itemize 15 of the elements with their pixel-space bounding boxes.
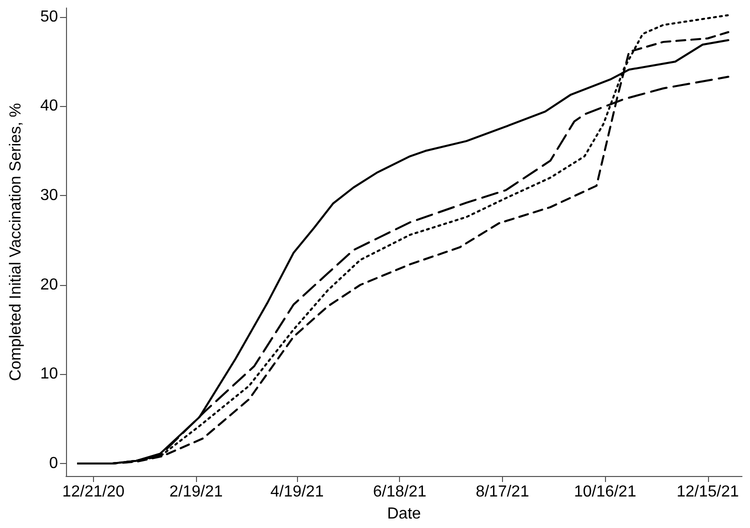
y-tick-label: 30 [40,187,58,204]
x-axis-title: Date [387,506,421,522]
y-tick-label: 40 [40,98,58,115]
y-tick-label: 0 [49,454,58,472]
x-tick-label: 2/19/21 [169,484,223,500]
y-tick-label: 50 [40,8,58,26]
x-tick-label: 12/21/20 [62,484,125,500]
x-tick-label: 4/19/21 [270,484,324,500]
y-tick-label: 10 [40,366,58,383]
x-tick-label: 12/15/21 [676,484,740,500]
x-tick-label: 6/18/21 [373,484,427,500]
y-tick-label: 20 [40,276,58,294]
y-axis-title: Completed Initial Vaccination Series, % [8,102,24,382]
x-tick-label: 10/16/21 [574,484,636,500]
x-tick-label: 8/17/21 [476,484,530,500]
